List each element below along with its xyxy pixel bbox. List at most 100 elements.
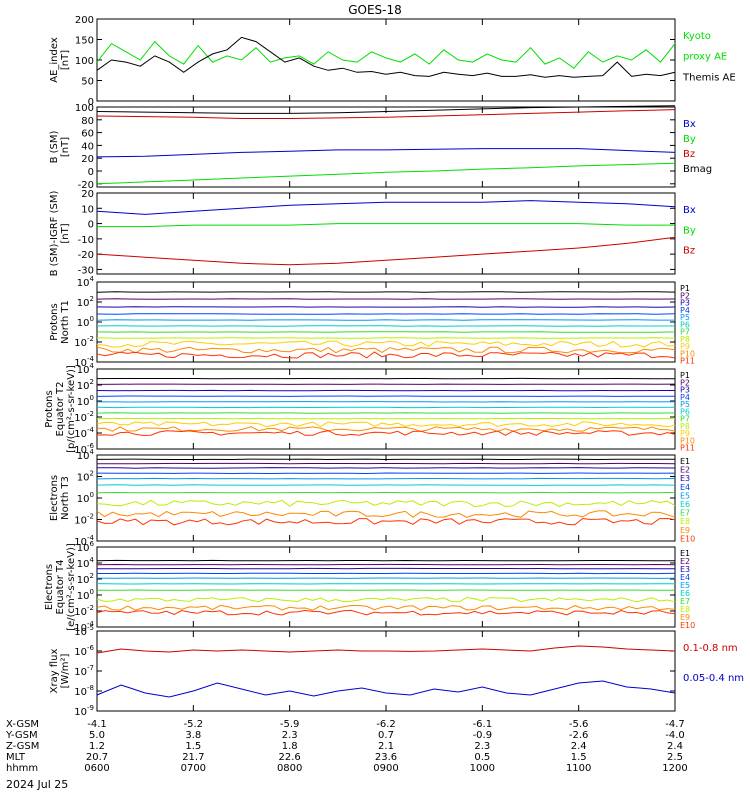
y-axis-label: [W/m²]: [60, 653, 71, 688]
y-tick-label: 104: [77, 275, 95, 289]
legend-label: proxy AE: [683, 52, 727, 63]
legend-label: Bz: [683, 246, 695, 257]
y-tick-label: 10-2: [74, 335, 94, 349]
channel-p10: [96, 346, 676, 354]
axis-row-value: 20.7: [86, 752, 108, 763]
legend-label: By: [683, 225, 696, 236]
channel-e6: [96, 484, 676, 486]
y-tick-label: 10-2: [74, 604, 94, 618]
y-tick-label: 150: [75, 36, 94, 47]
channel-p9: [96, 340, 676, 348]
axis-row-value: 2.5: [667, 752, 683, 763]
channel-p11: [96, 430, 676, 436]
y-tick-label: 20: [81, 189, 94, 200]
channel-p9: [96, 421, 676, 428]
channel-label: P4: [680, 393, 690, 402]
legend-label: By: [683, 134, 696, 145]
channel-label: P11: [680, 357, 695, 366]
y-tick-label: 102: [77, 295, 94, 309]
axis-row-value: 1.5: [571, 752, 587, 763]
channel-label: E7: [680, 509, 690, 518]
legend-label: Kyoto: [683, 31, 711, 42]
y-tick-label: 106: [77, 540, 95, 554]
series-bmag: [96, 105, 676, 114]
axis-row-value: 2.4: [667, 741, 683, 752]
channel-label: E7: [680, 597, 690, 606]
channel-p11: [96, 351, 676, 359]
axis-row-value: 1.8: [282, 741, 298, 752]
channel-e8: [96, 499, 676, 508]
channel-label: E5: [680, 491, 690, 500]
y-axis-label: North T1: [60, 300, 71, 344]
y-tick-label: 102: [77, 572, 94, 586]
channel-label: E3: [680, 474, 690, 483]
channel-e10: [96, 517, 676, 526]
time-axis-table: 2024 Jul 25 X-GSM -4.1 -5.2 -5.9 -6.2 -6.1 -5.…: [5, 719, 688, 791]
channel-label: E6: [680, 500, 690, 509]
channel-label: E10: [680, 621, 695, 630]
legend-label: 0.05-0.4 nm: [683, 673, 744, 684]
y-axis-label: Equator T2: [55, 382, 66, 437]
axis-row-value: -6.2: [376, 719, 396, 730]
axis-row-value: 2.3: [474, 741, 490, 752]
panel-frame: [96, 192, 676, 275]
channel-label: P3: [680, 386, 690, 395]
panel-3: 20 10 0 -10 -20 -30 B (SM)-IGRF (SM) [nT] Bx By Bz: [49, 189, 696, 276]
y-tick-label: 104: [77, 362, 95, 376]
axis-row-value: 22.6: [279, 752, 301, 763]
y-tick-label: -20: [78, 250, 94, 261]
axis-row-value: 21.7: [182, 752, 204, 763]
axis-row-value: 1000: [470, 763, 495, 774]
y-tick-label: 60: [81, 129, 94, 140]
axis-row-value: 1.2: [89, 741, 105, 752]
channel-label: P4: [680, 306, 690, 315]
channel-label: E6: [680, 589, 690, 598]
y-tick-label: 10-9: [74, 704, 94, 718]
channel-label: P6: [680, 407, 690, 416]
y-axis-label: Electrons: [44, 564, 55, 610]
legend-label: Bz: [683, 149, 695, 160]
y-tick-label: 80: [81, 116, 94, 127]
panel-8: 10-5 10-6 10-7 10-8 10-9 Xray flux [W/m²] 0.1-0…: [49, 624, 744, 718]
legend-label: Themis AE: [682, 72, 736, 83]
y-axis-label: [nT]: [60, 223, 71, 243]
channel-label: P3: [680, 299, 690, 308]
legend-label: Bx: [683, 205, 696, 216]
series-0-05-0-4-nm: [96, 680, 676, 698]
y-tick-label: 20: [81, 154, 94, 165]
y-axis-label: AE_index: [49, 37, 60, 83]
axis-row-value: -5.2: [184, 719, 204, 730]
channel-e3: [96, 467, 676, 469]
y-tick-label: 10-4: [74, 426, 94, 440]
channel-label: E10: [680, 534, 695, 543]
panel-1: 0 50 100 150 200 AE_index [nT] Kyoto proxy AE The…: [49, 15, 736, 108]
axis-row-value: 0900: [373, 763, 398, 774]
y-axis-label: North T3: [60, 476, 71, 520]
axis-row-value: 5.0: [89, 730, 105, 741]
channel-label: E1: [680, 457, 690, 466]
channel-label: P11: [680, 444, 695, 453]
legend-label: Bx: [683, 119, 696, 130]
channel-e4: [96, 472, 676, 475]
axis-row-value: 0800: [277, 763, 302, 774]
y-axis-label: [p/(cm²-s-sr-keV)]: [66, 365, 77, 453]
channel-label: E2: [680, 557, 690, 566]
series-bx: [96, 200, 676, 215]
date-label: 2024 Jul 25: [6, 778, 68, 791]
y-tick-label: 10-8: [74, 684, 94, 698]
channel-e9: [96, 510, 676, 518]
legend-label: 0.1-0.8 nm: [683, 643, 738, 654]
axis-row-value: 3.8: [185, 730, 201, 741]
channel-label: P2: [680, 291, 690, 300]
y-tick-label: 100: [77, 394, 94, 408]
y-tick-label: 100: [77, 588, 94, 602]
axis-row-value: 2.1: [378, 741, 394, 752]
y-axis-label: B (SM): [49, 130, 60, 163]
axis-row-label: Y-GSM: [5, 730, 38, 741]
series-themis-ae: [96, 36, 676, 78]
y-tick-label: 100: [77, 491, 94, 505]
y-tick-label: 10-2: [74, 513, 94, 527]
panel-frame: [96, 368, 676, 450]
